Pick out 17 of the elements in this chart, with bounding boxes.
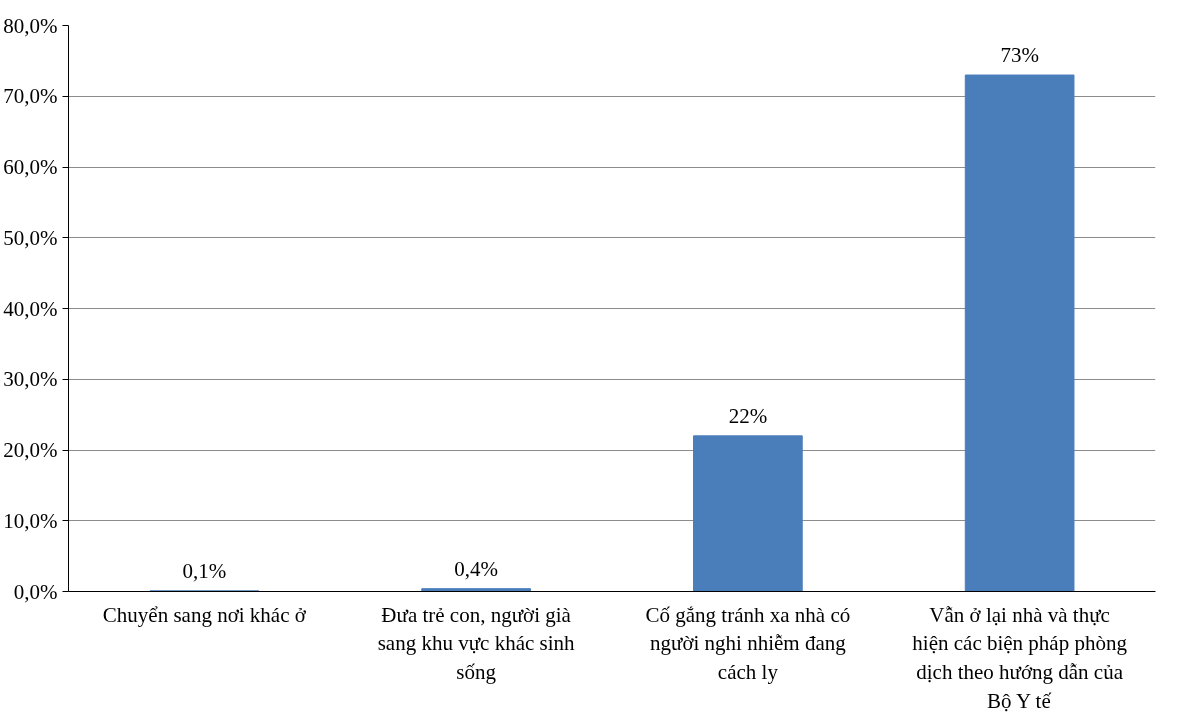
data-label: 22% (728, 403, 768, 428)
x-tick-label: Đưa trẻ con, người già sang khu vực khác sinh sống (377, 602, 576, 685)
y-tick-label: 50,0% (3, 225, 58, 250)
y-tick-label: 70,0% (3, 84, 58, 109)
y-tick-label: 40,0% (3, 296, 58, 321)
y-tick-label: 0,0% (13, 579, 58, 604)
x-tick-label: Cố gắng tránh xa nhà có người nghi nhiễm đang cách ly (645, 602, 851, 685)
data-label: 73% (1000, 43, 1039, 68)
x-tick-label: Vẫn ở lại nhà và thực hiện các biện pháp phòng dịch theo hướng dẫn của Bộ Y tế (912, 602, 1128, 713)
y-tick-label: 60,0% (3, 155, 58, 179)
y-tick-label: 80,0% (3, 13, 58, 38)
x-tick-label: Chuyển sang nơi khác ở (102, 602, 307, 627)
y-tick-label: 10,0% (3, 508, 58, 533)
data-label: 0,1% (182, 558, 227, 583)
y-tick-label: 20,0% (3, 438, 58, 462)
y-tick-label: 30,0% (3, 367, 58, 392)
data-label: 0,4% (454, 556, 498, 581)
